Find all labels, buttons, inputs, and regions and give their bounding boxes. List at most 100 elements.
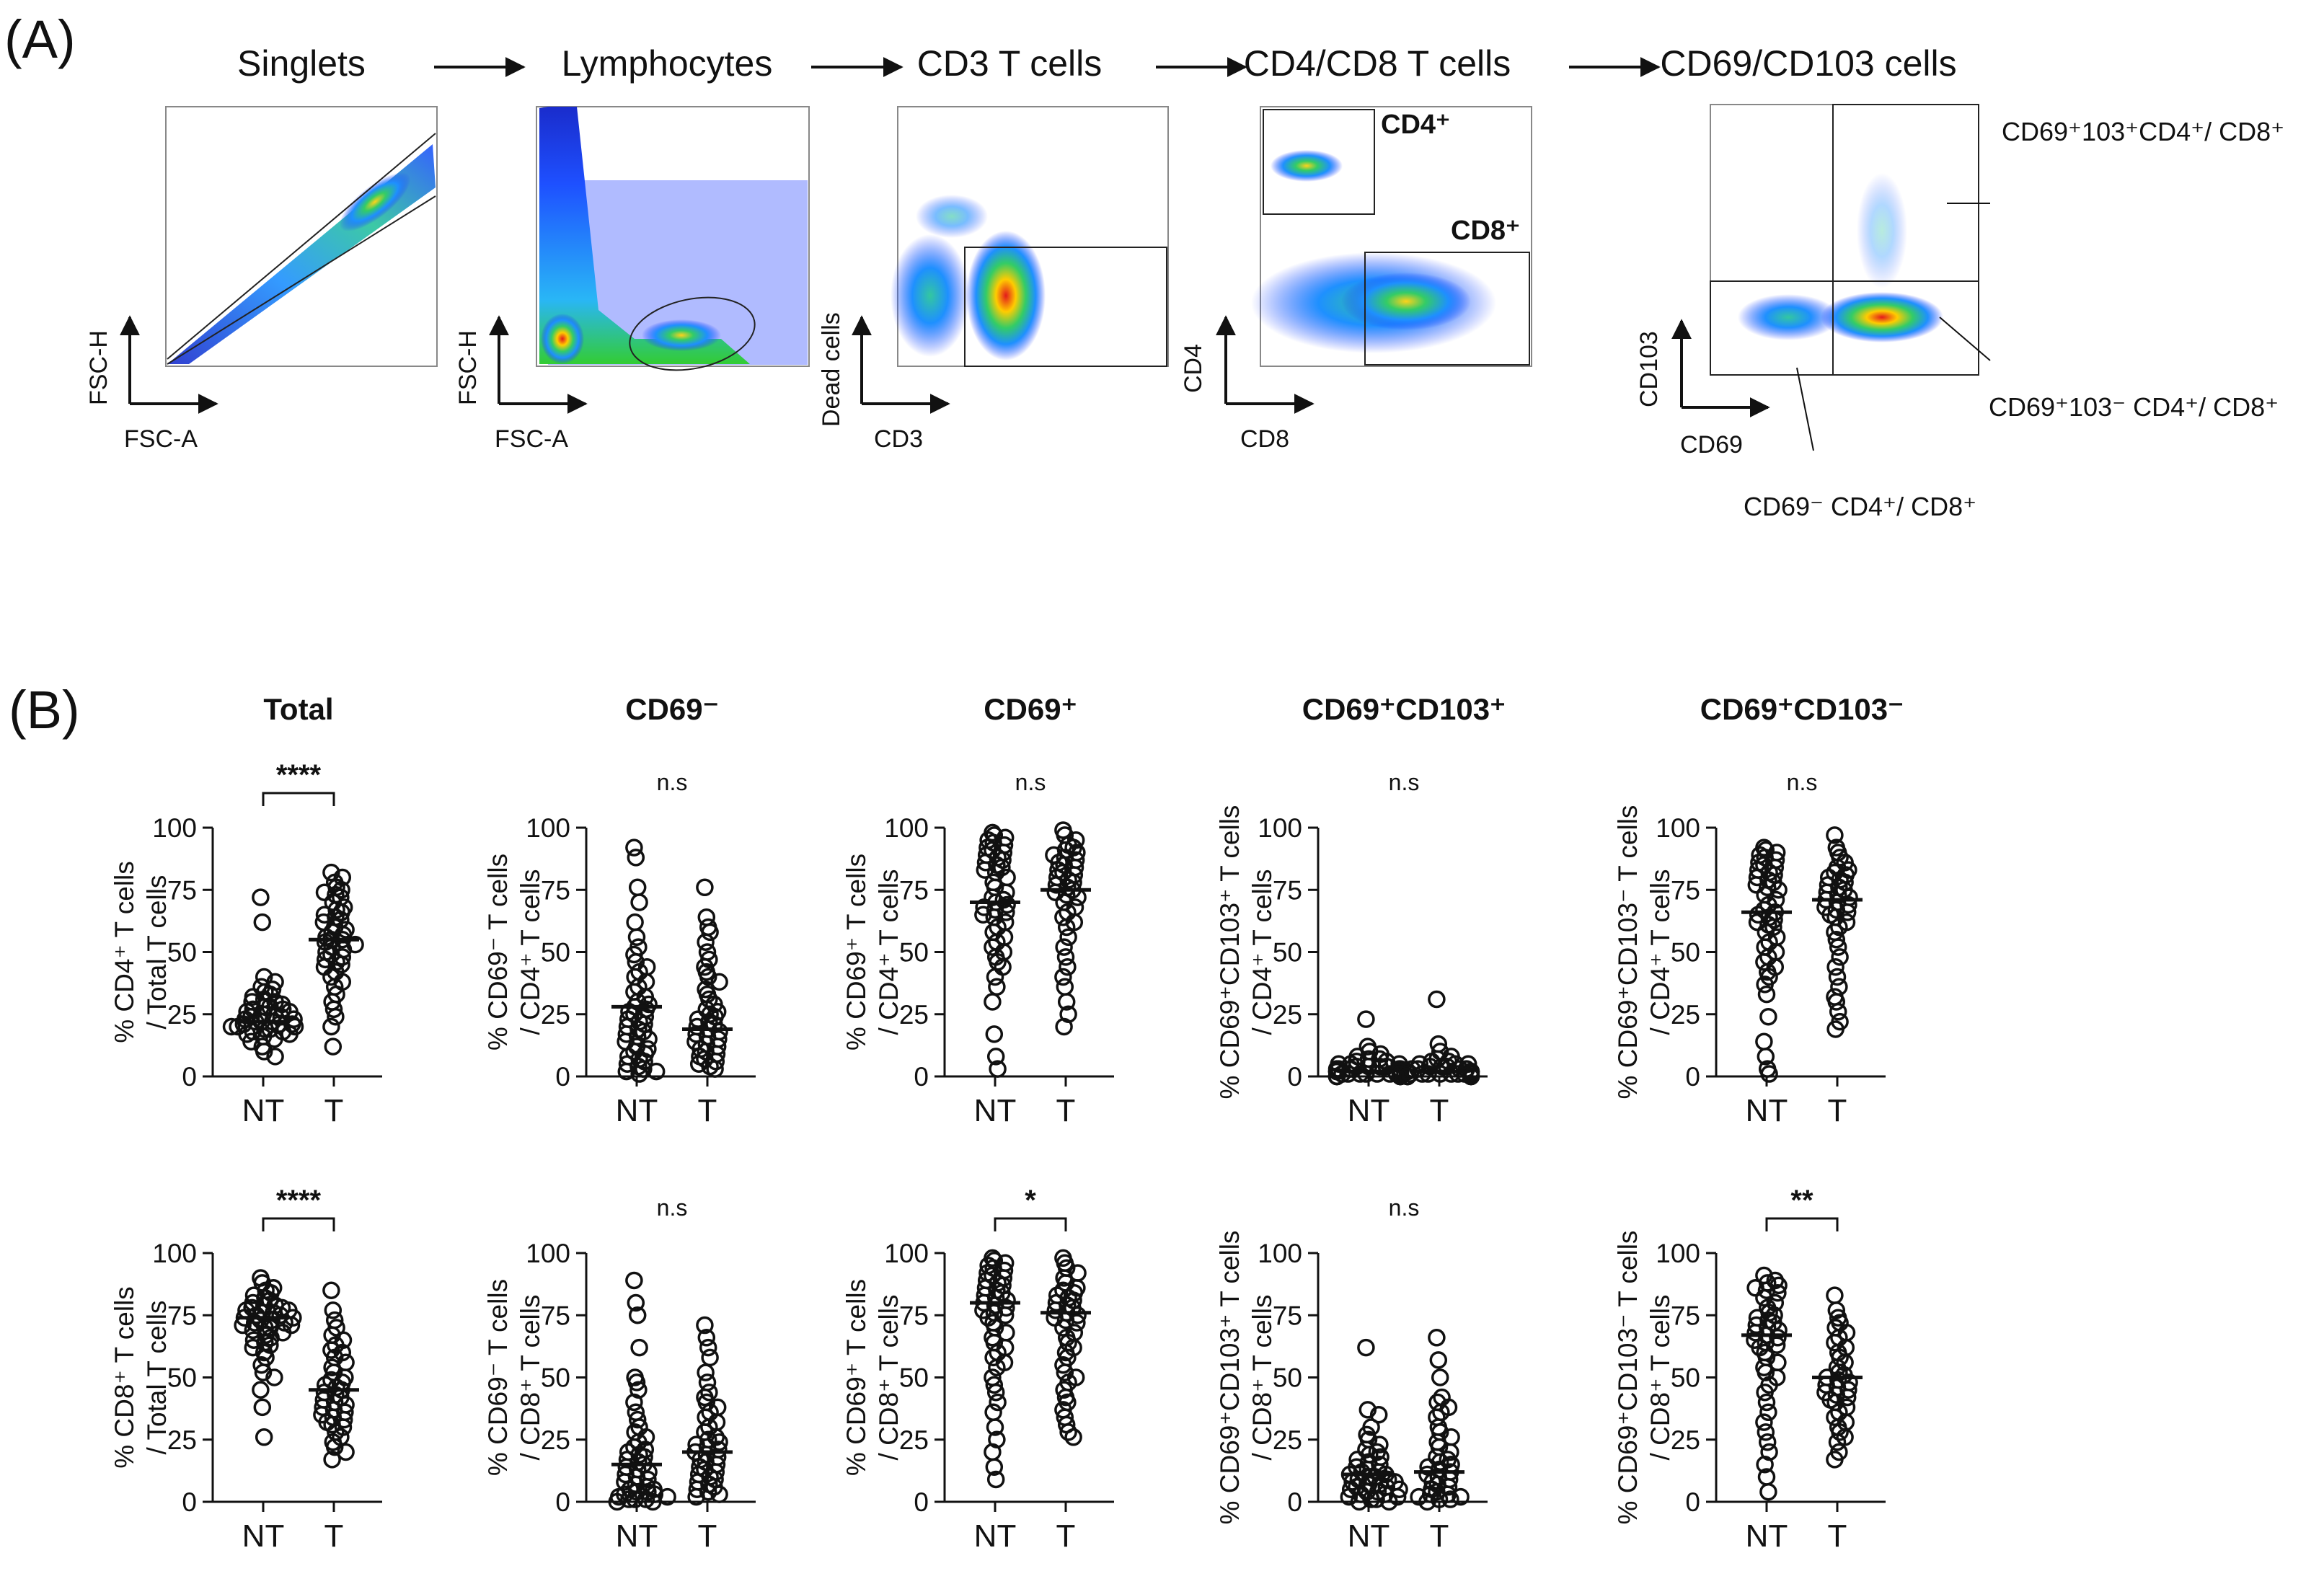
data-point	[1431, 1065, 1449, 1083]
data-point	[1756, 1456, 1774, 1474]
data-point	[1826, 1451, 1844, 1469]
scatter-plot-1: 0 25 50 75 100 NT T % CD4⁺ T cells / Total T cel…	[110, 692, 382, 1128]
data-point	[1047, 876, 1066, 894]
data-point	[985, 1025, 1004, 1043]
data-point	[701, 1348, 719, 1367]
data-point	[280, 1025, 299, 1043]
data-point	[1046, 1309, 1064, 1327]
data-point	[244, 1286, 263, 1304]
data-point	[315, 883, 334, 901]
y-tick-label: 75	[1273, 875, 1302, 905]
y-tick-label: 50	[1273, 1363, 1302, 1393]
y-tick-label: 25	[1273, 1000, 1302, 1030]
data-point	[1410, 1487, 1428, 1506]
data-point	[253, 1398, 272, 1417]
data-point	[324, 1301, 343, 1319]
data-point	[322, 863, 340, 882]
data-point	[1757, 1048, 1775, 1066]
annotation-cd69pos-cd103pos: CD69⁺103⁺CD4⁺/ CD8⁺	[2002, 117, 2284, 146]
data-point	[988, 978, 1006, 996]
scatter-plot-10: 0 25 50 75 100 NT T % CD69⁺CD103⁻ T cells / CD8⁺…	[1613, 1185, 1886, 1554]
significance-label: n.s	[1787, 769, 1818, 795]
data-point	[1388, 1487, 1407, 1506]
data-point	[697, 933, 715, 951]
x-tick-label: T	[698, 1518, 717, 1554]
data-point	[617, 1062, 636, 1081]
data-point	[974, 906, 992, 924]
scatter-plot-5: 0 25 50 75 100 NT T % CD69⁺CD103⁻ T cells / CD4⁺…	[1613, 692, 1904, 1128]
data-point	[1755, 1288, 1773, 1307]
data-point	[1756, 975, 1774, 994]
data-point	[1827, 931, 1846, 949]
data-point	[1367, 1490, 1385, 1508]
x-tick-label: T	[1430, 1518, 1449, 1554]
y-axis-label: CD4	[1180, 344, 1207, 393]
x-tick-label: T	[1828, 1093, 1847, 1128]
data-point	[1827, 1301, 1846, 1319]
x-tick-label: NT	[974, 1518, 1017, 1554]
title-cd69cd103: CD69/CD103 cells	[1660, 43, 1956, 84]
significance-label: ****	[276, 1185, 322, 1216]
data-point	[976, 861, 994, 879]
data-point	[1828, 968, 1847, 986]
data-point	[986, 1383, 1005, 1402]
data-point	[1826, 1333, 1844, 1352]
cd69pos-cd103pos-gate	[1832, 104, 1979, 282]
data-point	[700, 1383, 718, 1402]
data-point	[1441, 1490, 1459, 1508]
x-tick-label: NT	[974, 1093, 1017, 1128]
data-point	[1350, 1492, 1369, 1511]
scatter-plot-6: 0 25 50 75 100 NT T % CD8⁺ T cells / Total T cel…	[110, 1185, 382, 1554]
data-point	[989, 1060, 1007, 1078]
data-point	[1749, 906, 1767, 924]
data-point	[986, 1418, 1004, 1436]
significance-label: n.s	[657, 769, 688, 795]
data-point	[316, 950, 335, 969]
data-point	[1431, 1368, 1449, 1386]
data-point	[1057, 993, 1076, 1011]
data-point	[986, 1048, 1005, 1066]
significance-label: *	[1025, 1185, 1036, 1216]
data-point	[1380, 1492, 1398, 1511]
data-point	[324, 1000, 343, 1019]
plot-title: CD69⁺CD103⁺	[1302, 692, 1506, 726]
y-axis-label: / CD4⁺ T cells	[1645, 870, 1675, 1035]
density-hotspot	[642, 319, 721, 351]
title-cd4cd8: CD4/CD8 T cells	[1244, 43, 1511, 84]
data-point	[322, 1281, 340, 1299]
plot-title: Total	[263, 692, 333, 726]
y-tick-label: 75	[541, 875, 570, 905]
y-tick-label: 75	[541, 1301, 570, 1330]
x-tick-label: NT	[616, 1518, 658, 1554]
significance-bracket	[1765, 1217, 1839, 1231]
data-point	[1831, 1423, 1849, 1441]
data-point	[238, 1003, 256, 1021]
data-point	[1757, 1393, 1776, 1412]
data-point	[1054, 1356, 1072, 1374]
data-point	[617, 1025, 636, 1043]
data-point	[627, 849, 645, 867]
flow-plot-singlets: FSC-A FSC-H	[85, 106, 438, 453]
data-point	[1747, 876, 1766, 894]
y-axis-label: / CD4⁺ T cells	[516, 870, 545, 1035]
y-tick-label: 25	[1671, 1000, 1700, 1030]
y-tick-label: 50	[899, 1363, 929, 1393]
y-tick-label: 0	[1685, 1487, 1700, 1517]
data-point	[1059, 1423, 1077, 1441]
significance-bracket	[994, 1217, 1067, 1231]
data-point	[1059, 957, 1077, 976]
data-point	[1057, 885, 1076, 904]
data-point	[325, 1438, 344, 1456]
data-point	[1418, 1492, 1436, 1511]
density-hotspot	[1341, 273, 1471, 330]
y-tick-label: 50	[1273, 938, 1302, 968]
y-axis-label: Dead cells	[818, 312, 845, 427]
significance-label: n.s	[1389, 1195, 1420, 1221]
data-point	[1369, 1406, 1388, 1424]
x-tick-label: T	[324, 1093, 344, 1128]
data-point	[322, 968, 340, 986]
scatter-plot-4: 0 25 50 75 100 NT T % CD69⁺CD103⁺ T cells / CD4⁺…	[1215, 692, 1506, 1128]
data-point	[625, 945, 643, 964]
